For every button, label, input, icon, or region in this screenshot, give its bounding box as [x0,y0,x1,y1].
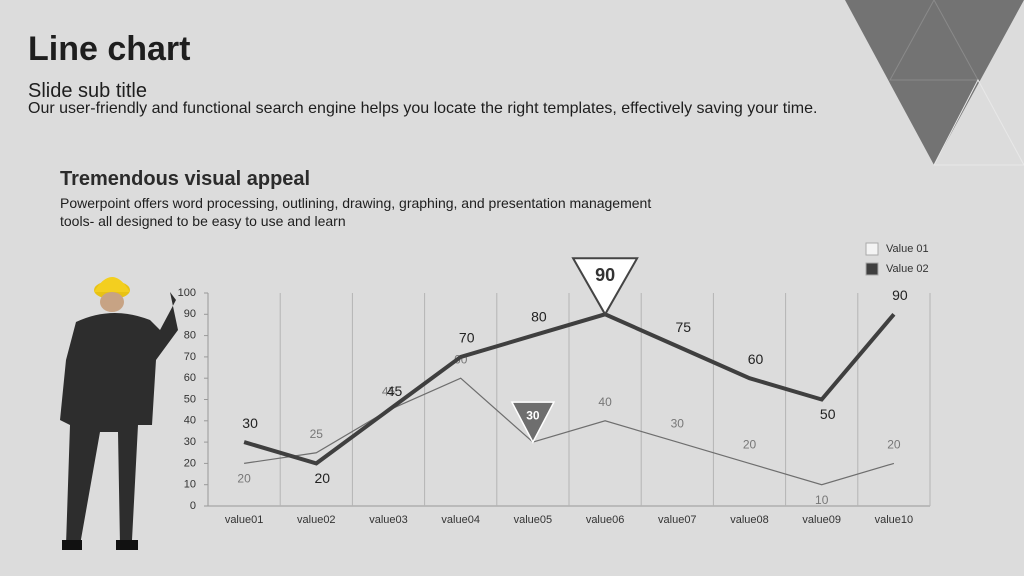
data-label: 45 [382,384,396,398]
section-body: Powerpoint offers word processing, outli… [60,195,652,229]
y-tick-label: 100 [178,287,196,299]
data-label: 25 [310,427,324,441]
legend-label: Value 01 [886,243,929,255]
data-label: 50 [820,406,836,422]
data-label: 20 [315,470,331,486]
x-tick-label: value06 [586,514,625,526]
callout-label: 90 [595,265,615,285]
x-tick-label: value08 [730,514,769,526]
series-line [243,312,896,466]
y-tick-label: 10 [184,479,196,491]
data-label: 90 [892,287,908,303]
slide-title: Line chart [28,30,191,68]
x-tick-label: value03 [369,514,408,526]
data-label: 75 [676,319,692,335]
triangle [845,0,1024,165]
data-label: 70 [459,330,475,346]
callout [571,257,639,317]
y-tick-label: 40 [184,415,196,427]
legend-swatch [865,262,879,276]
callout-label: 30 [526,408,540,422]
y-tick-label: 30 [184,436,196,448]
data-label: 20 [887,438,901,452]
intro-text: Our user-friendly and functional search … [28,100,818,117]
legend-label: Value 02 [886,263,929,275]
data-label: 60 [748,351,764,367]
series-line [244,377,895,486]
x-tick-label: value10 [875,514,914,526]
x-tick-label: value09 [802,514,841,526]
data-label: 20 [237,472,251,486]
data-label: 20 [743,438,757,452]
y-tick-label: 80 [184,330,196,342]
x-tick-label: value04 [441,514,480,526]
slide-subtitle: Slide sub title [28,80,147,102]
y-tick-label: 60 [184,372,196,384]
triangle-outline [889,0,979,81]
triangle-outline [933,78,1024,166]
y-tick-label: 70 [184,351,196,363]
x-tick-label: value02 [297,514,336,526]
y-tick-label: 90 [184,308,196,320]
data-label: 40 [598,395,612,409]
data-label: 45 [387,383,403,399]
x-tick-label: value05 [514,514,553,526]
data-label: 80 [531,308,547,324]
data-label: 10 [815,493,829,507]
person-illustration [60,277,178,550]
callout [510,401,556,444]
data-label: 30 [671,416,685,430]
y-tick-label: 50 [184,393,196,405]
section-heading: Tremendous visual appeal [60,168,311,190]
y-tick-label: 0 [190,500,196,512]
y-tick-label: 20 [184,457,196,469]
x-tick-label: value01 [225,514,264,526]
x-tick-label: value07 [658,514,697,526]
data-label: 30 [242,415,258,431]
legend-swatch [865,242,879,256]
